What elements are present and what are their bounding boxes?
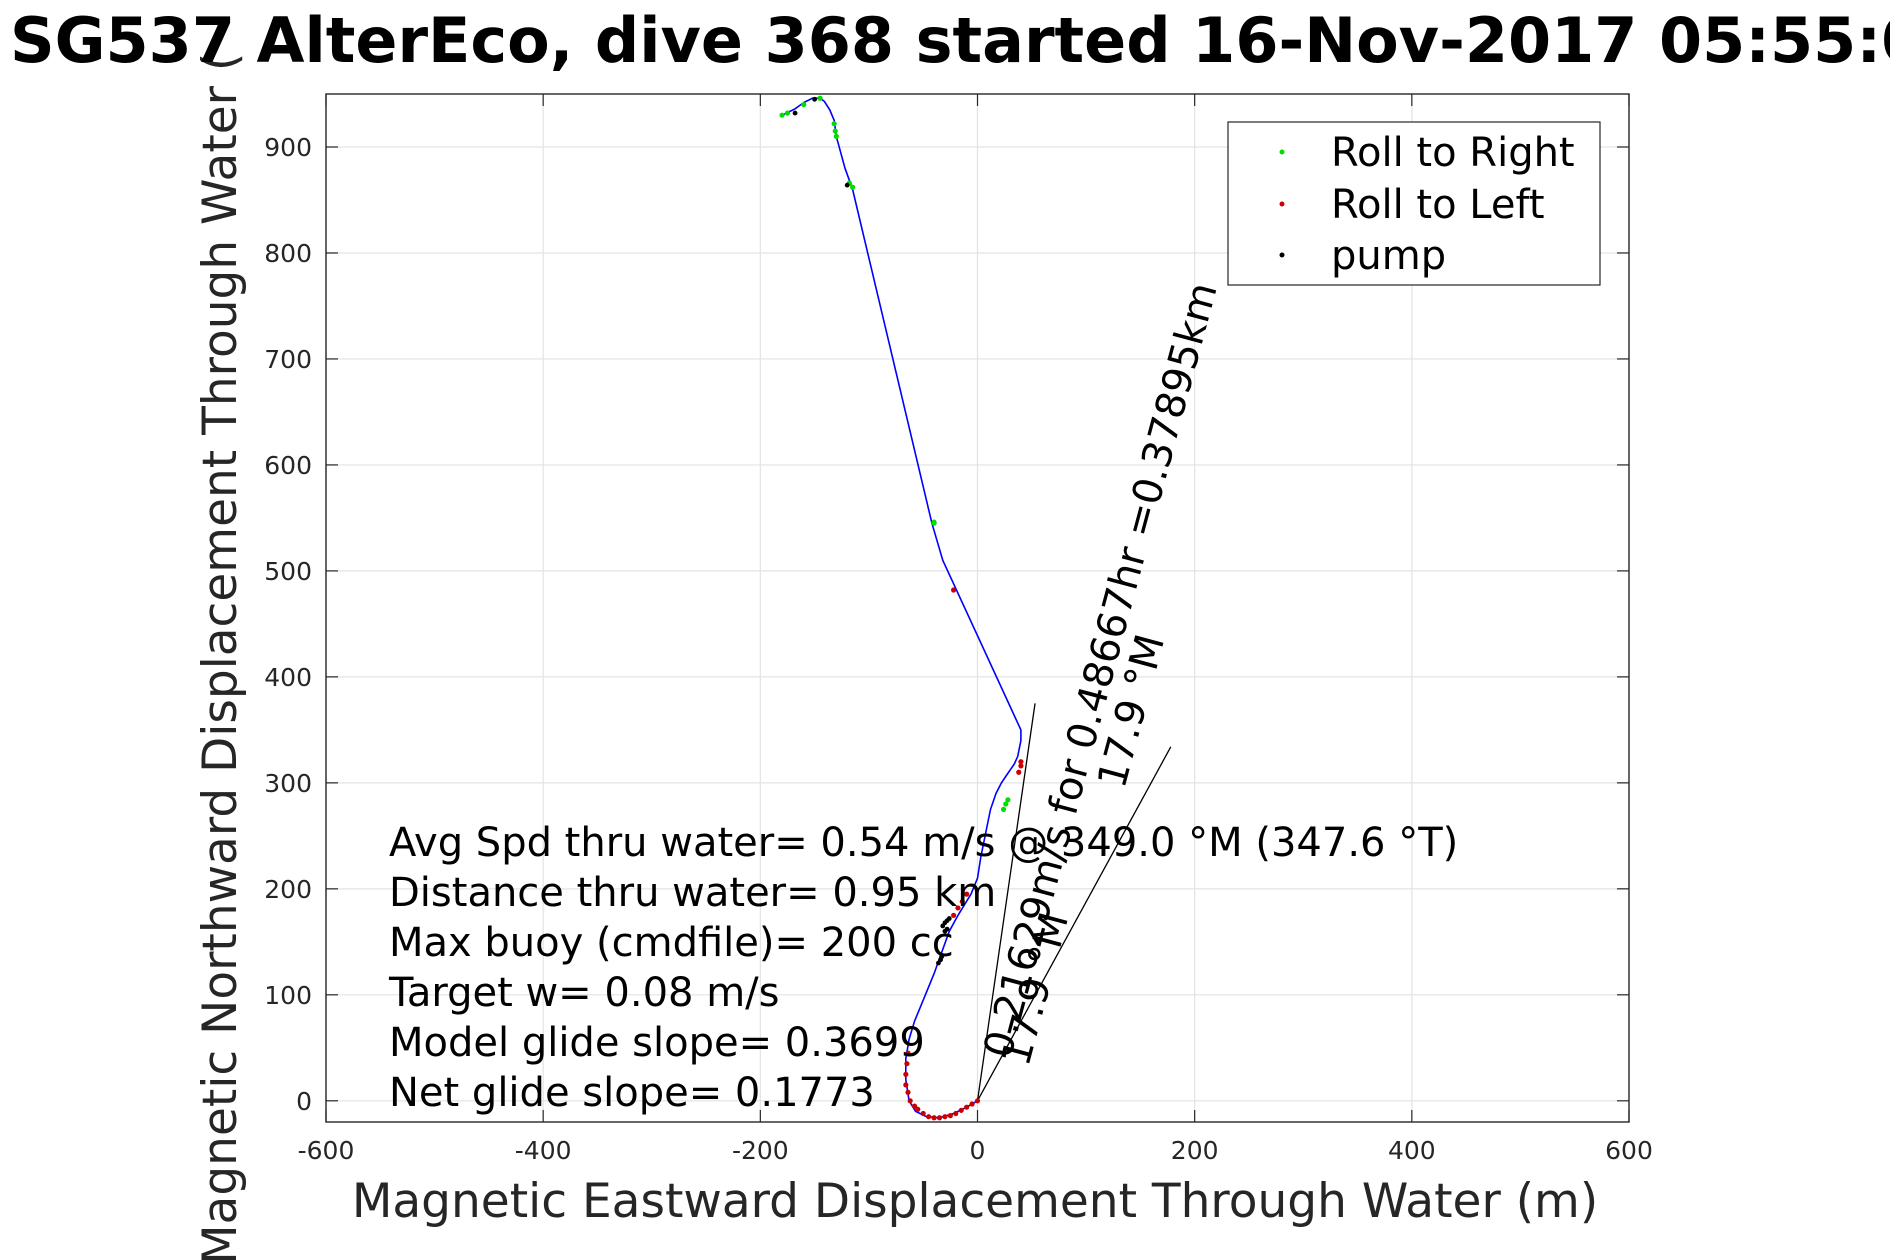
y-tick-label: 100 (264, 981, 312, 1010)
roll-left-point (974, 1098, 981, 1104)
roll-left-point (959, 898, 965, 905)
roll-right-point (817, 95, 823, 101)
legend-marker-roll-right (1279, 149, 1285, 155)
roll-right-point (833, 133, 839, 139)
annotation-model-glide: Model glide slope= 0.3699 (389, 1020, 925, 1066)
pump-point (792, 110, 798, 116)
pump-point (939, 954, 945, 960)
legend: Roll to Right Roll to Left pump (1227, 121, 1601, 286)
roll-left-point (964, 1104, 970, 1110)
y-tick-label: 600 (264, 451, 312, 480)
roll-right-point (801, 101, 807, 108)
roll-right-point (831, 121, 837, 127)
x-tick-label: -400 (515, 1136, 572, 1165)
y-tick-label: 900 (264, 133, 312, 162)
y-axis-label: Magnetic Northward Displacement Through … (193, 53, 248, 1260)
pump-point (946, 916, 952, 921)
roll-left-point (1018, 759, 1024, 765)
roll-left-point (907, 1098, 913, 1104)
roll-left-point (955, 905, 961, 911)
roll-right-point (931, 519, 937, 525)
roll-left-point (951, 587, 957, 593)
legend-label-roll-left: Roll to Left (1331, 182, 1545, 228)
roll-right-point (1003, 801, 1009, 807)
roll-left-point (1016, 769, 1022, 775)
roll-right-point (1000, 806, 1007, 812)
roll-left-point (953, 1110, 959, 1117)
y-tick-label: 400 (264, 663, 312, 692)
annotation-distance: Distance thru water= 0.95 km (389, 870, 996, 916)
y-tick-label: 300 (264, 769, 312, 798)
roll-left-point (905, 1050, 911, 1056)
plot-frame (325, 93, 1630, 1123)
roll-left-point (947, 1113, 953, 1119)
roll-left-point (904, 1061, 910, 1067)
roll-left-point (951, 912, 957, 918)
roll-left-point (964, 891, 970, 897)
roll-left-point (1018, 763, 1024, 769)
annotations: Avg Spd thru water= 0.54 m/s @ 349.0 °M … (388, 820, 1458, 1116)
roll-left-point (911, 1103, 918, 1109)
pump-point (944, 926, 950, 932)
roll-left-point (915, 1106, 921, 1112)
roll-right-point (784, 110, 791, 116)
annotation-avg-speed: Avg Spd thru water= 0.54 m/s @ 349.0 °M … (389, 820, 1458, 866)
x-ticks: -600 -400 -200 0 200 400 600 (298, 94, 1653, 1165)
heading-line (976, 703, 1036, 1101)
pump-point (844, 182, 850, 188)
series-layer (779, 95, 1172, 1121)
annotation-net-glide: Net glide slope= 0.1773 (389, 1070, 875, 1116)
annotation-target-w: Target w= 0.08 m/s (388, 970, 779, 1016)
roll-left-point (931, 1115, 937, 1121)
x-tick-label: -600 (298, 1136, 355, 1165)
x-tick-label: -200 (732, 1136, 789, 1165)
y-tick-label: 0 (296, 1087, 312, 1116)
pump-point (812, 96, 818, 102)
legend-label-pump: pump (1331, 233, 1446, 279)
roll-right-point (779, 112, 785, 118)
x-tick-label: 200 (1171, 1136, 1219, 1165)
x-axis-label: Magnetic Eastward Displacement Through W… (352, 1174, 1598, 1229)
x-tick-label: 400 (1388, 1136, 1436, 1165)
chart-title: SG537 AlterEco, dive 368 started 16-Nov-… (10, 4, 1890, 77)
roll-left-point (936, 1115, 943, 1121)
roll-left-point (958, 1107, 964, 1113)
roll-left-point (926, 1114, 932, 1120)
y-tick-label: 200 (264, 875, 312, 904)
y-tick-label: 700 (264, 345, 312, 374)
y-ticks: 0 100 200 300 400 500 600 700 800 900 (264, 133, 1629, 1116)
legend-box (1227, 121, 1601, 286)
roll-left-point (969, 1101, 975, 1107)
roll-right-point (1005, 797, 1011, 803)
roll-left-point (942, 1114, 948, 1120)
x-tick-label: 600 (1605, 1136, 1653, 1165)
roll-left-point (903, 1071, 909, 1077)
roll-left-point (905, 1089, 911, 1095)
legend-marker-roll-left (1279, 201, 1285, 207)
y-tick-label: 500 (264, 557, 312, 586)
roll-left-point (920, 1110, 926, 1117)
legend-marker-pump (1279, 252, 1285, 258)
y-tick-label: 800 (264, 239, 312, 268)
annotation-max-buoy: Max buoy (cmdfile)= 200 cc (389, 920, 954, 966)
roll-right-point (832, 128, 838, 134)
legend-label-roll-right: Roll to Right (1331, 130, 1575, 176)
heading-line (976, 746, 1172, 1102)
x-tick-label: 0 (970, 1136, 986, 1165)
roll-right-point (850, 184, 856, 190)
roll-left-point (903, 1082, 909, 1088)
